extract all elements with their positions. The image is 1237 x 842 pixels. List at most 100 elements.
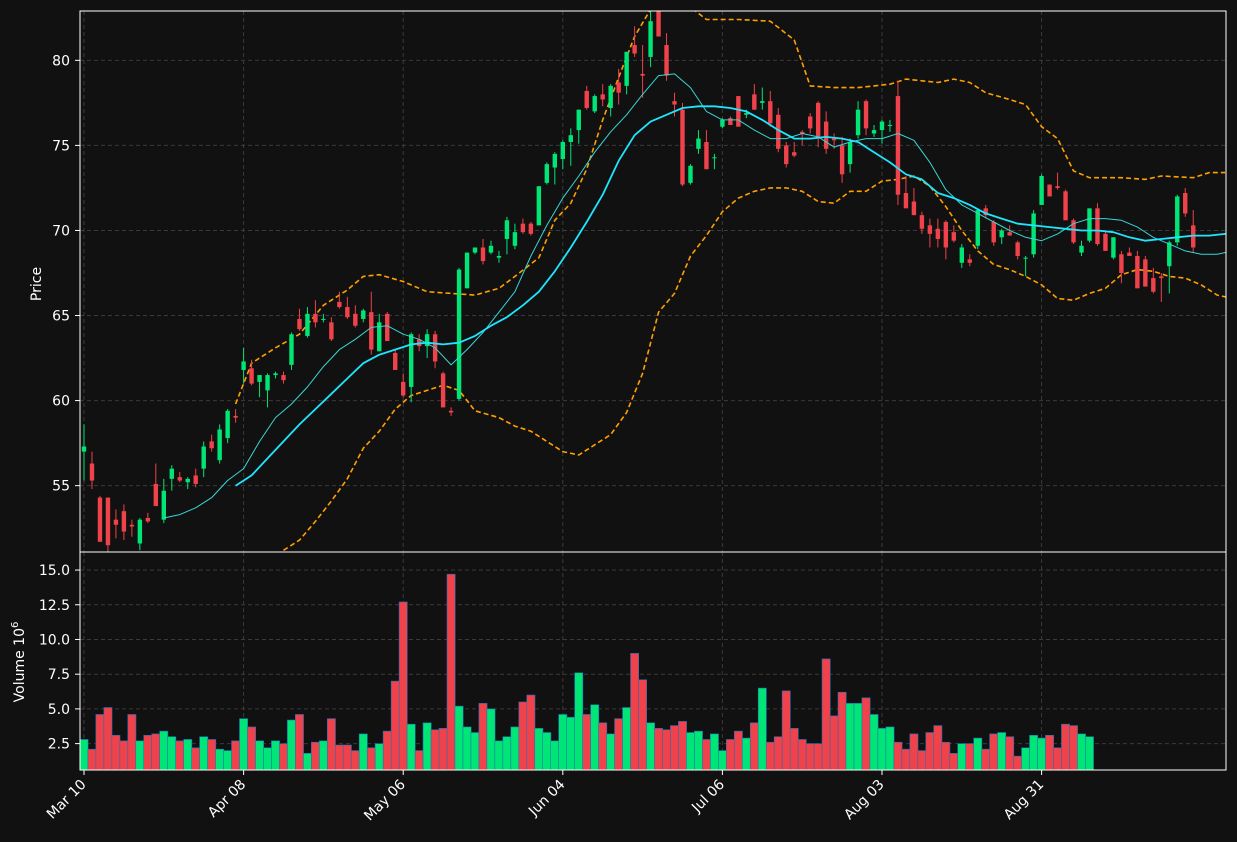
price-axis-label: Price xyxy=(29,267,45,301)
candle-body xyxy=(496,255,502,258)
volume-bar xyxy=(143,734,153,770)
candle-body xyxy=(361,310,366,319)
candle-body xyxy=(97,497,103,542)
candle-body xyxy=(1183,193,1188,214)
volume-bar xyxy=(350,750,360,770)
price-y-tick-label: 80 xyxy=(52,53,70,69)
volume-bar xyxy=(646,722,655,770)
volume-bar xyxy=(901,748,911,770)
volume-bar xyxy=(231,740,241,770)
volume-bar xyxy=(534,728,544,770)
price-y-tick-label: 75 xyxy=(52,138,70,154)
volume-bar xyxy=(430,729,440,770)
volume-bar xyxy=(303,753,312,770)
candle-body xyxy=(1135,255,1140,289)
candle-body xyxy=(656,11,661,37)
candle-body xyxy=(752,94,757,110)
volume-bar xyxy=(1077,733,1086,770)
candle-body xyxy=(768,101,773,124)
candle-body xyxy=(169,468,174,479)
candle-body xyxy=(911,201,917,216)
volume-bar xyxy=(510,726,520,770)
volume-bar xyxy=(342,744,352,770)
candle-body xyxy=(1007,232,1012,236)
volume-bar xyxy=(151,733,161,770)
volume-bar xyxy=(103,707,113,770)
volume-bar xyxy=(574,672,584,770)
volume-y-axis: 2.5 5.0 7.5 10.0 12.5 15.0 xyxy=(39,563,80,753)
candle-body xyxy=(305,313,310,336)
candle-body xyxy=(113,519,119,525)
candle-body xyxy=(632,45,637,54)
volume-bar xyxy=(741,737,751,770)
candle-body xyxy=(456,269,462,399)
volume-bar xyxy=(861,697,871,770)
candle-body xyxy=(560,141,565,160)
candle-body xyxy=(201,446,206,469)
candle-body xyxy=(1079,245,1084,253)
volume-bar xyxy=(550,740,560,770)
candle-body xyxy=(480,247,486,262)
volume-bar xyxy=(486,708,496,770)
candle-body xyxy=(616,82,621,93)
candle-body xyxy=(233,415,238,418)
candle-body xyxy=(792,152,797,156)
candle-body xyxy=(648,21,653,57)
volume-bar xyxy=(95,714,105,770)
candle-body xyxy=(297,318,302,330)
volume-bar xyxy=(295,714,304,770)
volume-bar xyxy=(1085,736,1094,770)
volume-bar xyxy=(255,740,264,770)
volume-bar xyxy=(813,743,823,770)
volume-bar xyxy=(127,714,137,770)
volume-bar xyxy=(949,753,959,770)
candle-body xyxy=(847,141,853,165)
candle-body xyxy=(839,145,845,175)
candle-body xyxy=(951,232,957,241)
volume-bar xyxy=(749,722,759,770)
candle-body xyxy=(321,318,326,320)
price-y-tick-label: 70 xyxy=(52,223,70,239)
candle-body xyxy=(967,259,972,263)
candle-body xyxy=(1159,276,1164,279)
candle-body xyxy=(472,247,478,253)
volume-bar xyxy=(478,703,488,770)
candle-body xyxy=(536,186,542,226)
volume-bar xyxy=(925,732,935,770)
volume-bar xyxy=(989,733,999,770)
candle-body xyxy=(249,368,254,384)
volume-bar xyxy=(1053,747,1062,770)
candle-body xyxy=(153,483,159,507)
volume-bar xyxy=(518,701,528,770)
candle-body xyxy=(81,446,87,452)
volume-bar xyxy=(853,703,863,770)
volume-axis-label-exponent: 6 xyxy=(10,622,21,628)
candle-body xyxy=(568,135,573,142)
candle-body xyxy=(704,141,709,170)
candle-body xyxy=(712,157,717,159)
candle-body xyxy=(105,497,111,546)
volume-y-tick-label: 15.0 xyxy=(39,563,70,579)
candle-body xyxy=(369,312,374,350)
volume-bar xyxy=(80,739,89,770)
candle-body xyxy=(576,109,581,131)
candle-body xyxy=(1143,259,1148,287)
candle-body xyxy=(217,429,222,461)
candle-body xyxy=(608,85,613,108)
volume-bar xyxy=(406,723,416,770)
volume-bar xyxy=(1013,755,1023,770)
volume-bar xyxy=(247,726,256,770)
candle-body xyxy=(504,220,510,239)
volume-axis-label-text: Volume 10 xyxy=(12,628,28,702)
volume-bar xyxy=(398,601,408,770)
candle-body xyxy=(999,230,1004,238)
candle-body xyxy=(784,145,789,165)
volume-bar xyxy=(119,740,129,770)
volume-bar xyxy=(622,707,632,770)
candle-body xyxy=(640,73,645,76)
candle-body xyxy=(815,102,821,139)
volume-bar xyxy=(207,739,217,770)
candle-body xyxy=(408,334,414,387)
volume-bar xyxy=(582,714,592,770)
